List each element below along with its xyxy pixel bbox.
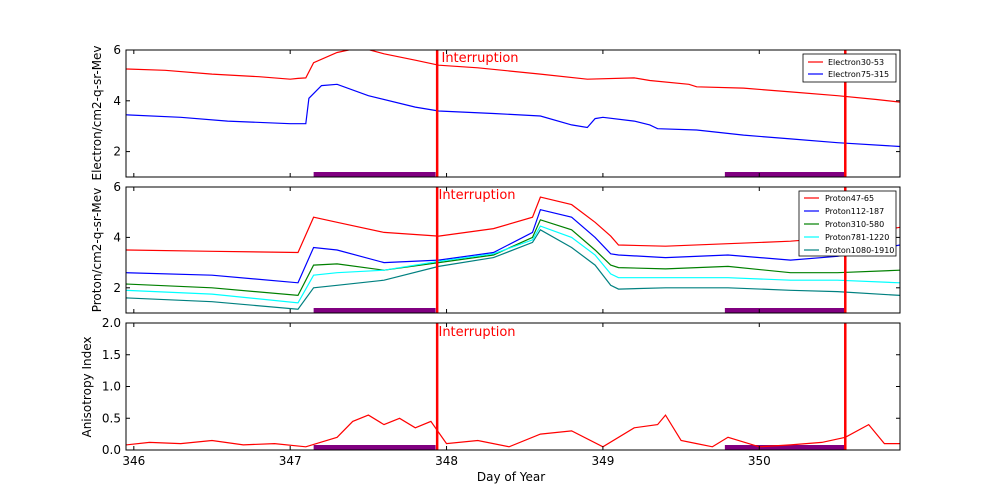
y-tick-label: 0.0 (102, 443, 121, 457)
series-line-proton112-187 (126, 208, 900, 284)
electron-panel: 2 4 6 Interruption Electron/cm2-q-sr-Mev E… (90, 43, 901, 181)
y-tick-label: 2 (113, 281, 121, 295)
anisotropy-y-axis-label: Anisotropy Index (80, 336, 94, 437)
electron-y-axis-label: Electron/cm2-q-sr-Mev (90, 45, 104, 180)
x-tick-label: 348 (435, 454, 458, 468)
data-gap-bar (313, 172, 436, 177)
series-line-electron75-315 (126, 83, 900, 148)
series-line-electron30-53 (126, 50, 900, 103)
proton-legend: Proton47-65 Proton112-187 Proton310-580 … (798, 190, 897, 257)
y-tick-label: 6 (113, 43, 121, 57)
legend-label: Proton781-1220 (825, 233, 889, 242)
legend-label: Proton112-187 (825, 207, 884, 216)
series-line-proton47-65 (126, 196, 900, 254)
data-gap-bar (313, 308, 436, 313)
axes-frame (125, 186, 901, 314)
x-tick-label: 350 (748, 454, 771, 468)
legend-label: Electron75-315 (828, 70, 889, 79)
series-line-proton781-1220 (126, 225, 900, 304)
axes-frame (125, 49, 901, 178)
y-tick-label: 4 (113, 230, 121, 244)
x-tick-label: 346 (122, 454, 145, 468)
y-tick-label: 0.5 (102, 411, 121, 425)
legend-label: Electron30-53 (828, 58, 884, 67)
y-tick-label: 2 (113, 145, 121, 159)
proton-panel: 2 4 6 Interruption Proton/cm2-q-sr-Mev Pro… (90, 180, 901, 314)
x-tick-label: 347 (279, 454, 302, 468)
data-gap-bar (313, 445, 436, 450)
data-gap-bar (724, 308, 846, 313)
interruption-label: Interruption (441, 51, 518, 66)
x-tick-label: 349 (591, 454, 614, 468)
interruption-label: Interruption (438, 325, 515, 340)
data-gap-bar (724, 172, 846, 177)
proton-y-axis-label: Proton/cm2-q-sr-Mev (90, 188, 104, 313)
interruption-label: Interruption (438, 188, 515, 203)
legend-label: Proton310-580 (825, 220, 884, 229)
legend-label: Proton47-65 (825, 194, 874, 203)
y-tick-label: 2.0 (102, 316, 121, 330)
series-line-proton1080-1910 (126, 228, 900, 310)
data-gap-bar (724, 445, 846, 450)
series-line-anisotropy (126, 414, 900, 448)
y-tick-label: 4 (113, 94, 121, 108)
series-line-proton310-580 (126, 219, 900, 297)
y-tick-label: 1.0 (102, 380, 121, 394)
y-tick-label: 6 (113, 180, 121, 194)
x-axis-label: Day of Year (477, 470, 545, 484)
electron-legend: Electron30-53 Electron75-315 (802, 53, 897, 83)
legend-label: Proton1080-1910 (825, 246, 894, 255)
anisotropy-panel: 0.0 0.5 1.0 1.5 2.0 346 347 348 349 350 Interrupt… (80, 316, 901, 484)
y-tick-label: 1.5 (102, 348, 121, 362)
